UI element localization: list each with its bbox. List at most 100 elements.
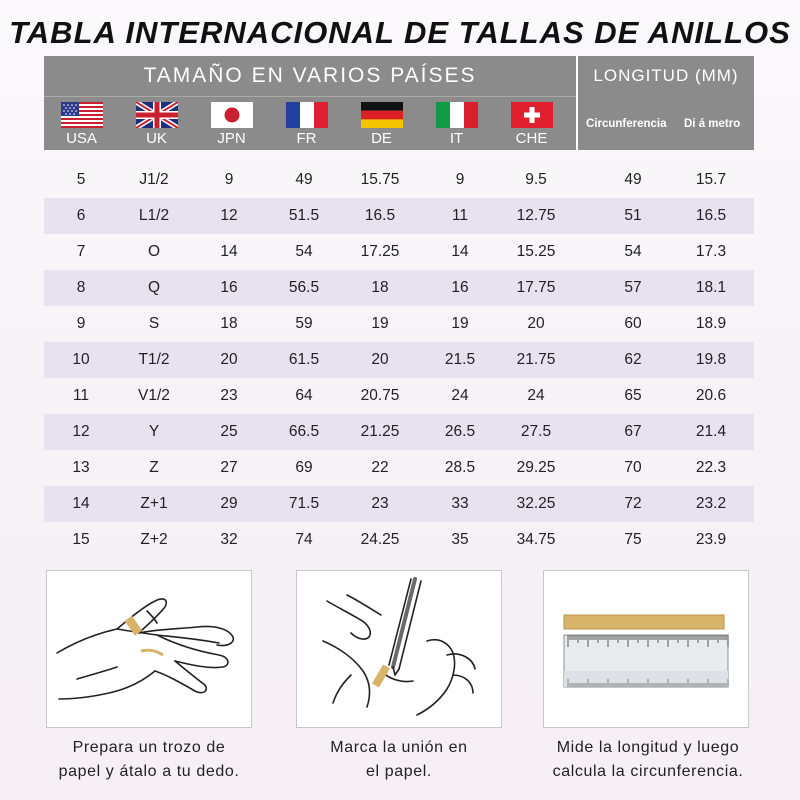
country-uk: UK — [119, 102, 194, 148]
table-cell: 23.2 — [695, 495, 727, 512]
table-cell: 29 — [220, 495, 238, 512]
italy-flag-icon — [435, 102, 478, 128]
table-cell: 15.75 — [360, 171, 400, 188]
table-cell: J1/2 — [139, 171, 169, 188]
table-cell: 14 — [220, 243, 238, 260]
table-cell: 23 — [371, 495, 389, 512]
table-cell: 35 — [451, 531, 469, 548]
step-2-caption: Marca la unión en el papel. — [296, 736, 502, 784]
table-header: TAMAÑO EN VARIOS PAÍSES LONGITUD (MM) US… — [44, 56, 754, 150]
country-label-uk: UK — [146, 130, 167, 147]
country-label-de: DE — [371, 130, 392, 147]
table-cell: 21.4 — [695, 423, 727, 440]
table-cell: 66.5 — [288, 423, 320, 440]
country-label-jpn: JPN — [217, 130, 246, 147]
table-cell: 64 — [295, 387, 313, 404]
table-cell: 15.25 — [516, 243, 556, 260]
table-cell: 12 — [72, 423, 90, 440]
table-cell: Z+2 — [140, 531, 168, 548]
table-cell: 12 — [220, 207, 238, 224]
table-cell: 69 — [295, 459, 313, 476]
table-cell: 9 — [224, 171, 234, 188]
table-cell: 34.75 — [516, 531, 556, 548]
step-3-caption-line2: calcula la circunferencia. — [552, 763, 744, 780]
country-label-fr: FR — [296, 130, 317, 147]
table-cell: 17.25 — [360, 243, 400, 260]
table-row: 10 T1/2 20 61.5 20 21.5 21.75 62 19.8 — [44, 342, 754, 378]
table-cell: 23 — [220, 387, 238, 404]
length-heading: LONGITUD (MM) — [593, 66, 739, 85]
table-row: 12 Y 25 66.5 21.25 26.5 27.5 67 21.4 — [44, 414, 754, 450]
table-cell: 28.5 — [444, 459, 476, 476]
table-cell: S — [148, 315, 160, 332]
table-cell: 54 — [295, 243, 313, 260]
header-divider — [576, 56, 578, 150]
ruler-measure-illustration — [563, 614, 729, 688]
table-cell: 71.5 — [288, 495, 320, 512]
table-cell: T1/2 — [138, 351, 170, 368]
table-cell: 61.5 — [288, 351, 320, 368]
table-cell: 74 — [295, 531, 313, 548]
table-cell: 18.1 — [695, 279, 727, 296]
table-cell: 27 — [220, 459, 238, 476]
table-row: 11 V1/2 23 64 20.75 24 24 65 20.6 — [44, 378, 754, 414]
japan-flag-icon — [210, 102, 253, 128]
table-cell: 19 — [371, 315, 389, 332]
table-row: 15 Z+2 32 74 24.25 35 34.75 75 23.9 — [44, 522, 754, 558]
table-cell: 20 — [220, 351, 238, 368]
table-cell: L1/2 — [138, 207, 170, 224]
table-cell: 16 — [220, 279, 238, 296]
switzerland-flag-icon — [510, 102, 553, 128]
country-label-che: CHE — [515, 130, 548, 147]
table-cell: 23.9 — [695, 531, 727, 548]
table-row: 9 S 18 59 19 19 20 60 18.9 — [44, 306, 754, 342]
table-cell: 67 — [624, 423, 642, 440]
circumference-label: Circunferencia — [586, 118, 667, 130]
table-cell: 5 — [76, 171, 86, 188]
table-cell: 65 — [624, 387, 642, 404]
table-cell: 24 — [451, 387, 469, 404]
table-cell: Z — [149, 459, 159, 476]
table-cell: 20.6 — [695, 387, 727, 404]
table-cell: 14 — [451, 243, 469, 260]
table-row: 5 J1/2 9 49 15.75 9 9.5 49 15.7 — [44, 162, 754, 198]
table-cell: 16.5 — [364, 207, 396, 224]
table-cell: 18 — [371, 279, 389, 296]
table-cell: 75 — [624, 531, 642, 548]
table-cell: 21.75 — [516, 351, 556, 368]
table-cell: 32 — [220, 531, 238, 548]
table-cell: 27.5 — [520, 423, 552, 440]
table-cell: 22 — [371, 459, 389, 476]
table-cell: 19.8 — [695, 351, 727, 368]
country-label-usa: USA — [66, 130, 97, 147]
table-cell: 10 — [72, 351, 90, 368]
table-cell: 49 — [624, 171, 642, 188]
table-cell: 8 — [76, 279, 86, 296]
table-cell: Y — [148, 423, 160, 440]
table-cell: 72 — [624, 495, 642, 512]
table-cell: 24.25 — [360, 531, 400, 548]
country-it: IT — [419, 102, 494, 148]
table-cell: 18.9 — [695, 315, 727, 332]
table-cell: 9.5 — [525, 171, 547, 188]
step-3-caption-line1: Mide la longitud y luego — [556, 739, 740, 756]
table-cell: 56.5 — [288, 279, 320, 296]
step-2-panel — [296, 570, 502, 728]
table-cell: 15.7 — [695, 171, 727, 188]
diameter-label: Di á metro — [684, 118, 741, 130]
table-row: 13 Z 27 69 22 28.5 29.25 70 22.3 — [44, 450, 754, 486]
table-cell: 20 — [527, 315, 545, 332]
table-cell: 15 — [72, 531, 90, 548]
step-1-caption-line1: Prepara un trozo de — [72, 739, 226, 756]
step-1-caption: Prepara un trozo de papel y átalo a tu d… — [46, 736, 252, 784]
step-3-panel — [543, 570, 749, 728]
table-cell: 7 — [76, 243, 86, 260]
table-cell: 16.5 — [695, 207, 727, 224]
table-cell: 32.25 — [516, 495, 556, 512]
table-cell: 57 — [624, 279, 642, 296]
country-usa: USA — [44, 102, 119, 148]
uk-flag-icon — [135, 102, 178, 128]
table-cell: 13 — [72, 459, 90, 476]
country-jpn: JPN — [194, 102, 269, 148]
table-cell: 62 — [624, 351, 642, 368]
